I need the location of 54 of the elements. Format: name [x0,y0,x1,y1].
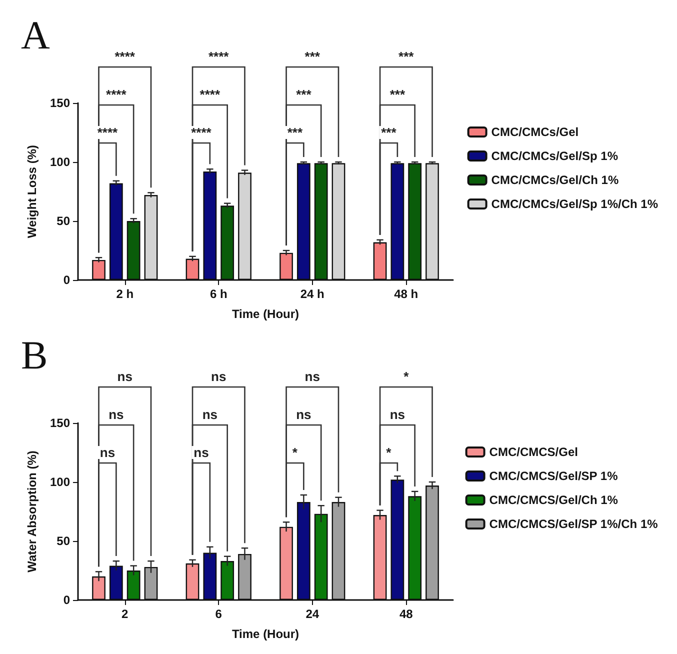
y-tick-label: 50 [56,534,70,548]
legend-label: CMC/CMCs/Gel [491,125,579,139]
chart-title: B [21,332,48,378]
text: *** [398,49,415,64]
x-tick-label: 2 [122,607,129,621]
x-tick-label: 24 [306,607,320,621]
legend-label: CMC/CMCS/Gel [489,445,578,459]
text: * [404,369,410,384]
x-axis-title: Time (Hour) [232,307,300,321]
legend-label: CMC/CMCS/Gel/Ch 1% [489,493,618,507]
text: **** [200,87,221,102]
annotation: * [386,445,392,460]
y-tick-label: 0 [63,273,70,287]
annotation: ns [194,445,209,460]
y-axis-title: Weight Loss (%) [25,144,39,238]
annotation: **** [97,125,119,140]
annotation: *** [381,125,398,140]
text: ns [304,369,320,384]
text: *** [390,87,406,102]
legend-label: CMC/CMCs/Gel/Ch 1% [491,173,619,187]
text: *** [304,49,321,64]
annotation: *** [287,125,304,140]
y-tick-label: 50 [56,214,70,228]
text: ns [108,407,124,422]
x-tick-label: 6 [215,607,222,621]
x-tick-label: 24 h [300,287,324,301]
text: **** [208,49,230,64]
x-tick-label: 2 h [116,287,134,301]
y-tick-label: 0 [63,593,70,607]
y-tick-label: 100 [50,475,70,489]
x-axis-title: Time (Hour) [232,627,300,641]
text: ns [296,407,312,422]
text: ns [117,369,132,384]
annotation: * [292,445,298,460]
x-tick-label: 6 h [210,287,228,301]
chart-title: A [21,12,50,58]
annotation: ns [100,445,116,460]
text: **** [106,87,128,102]
legend-label: CMC/CMCs/Gel/Sp 1% [491,149,618,163]
y-tick-label: 150 [50,416,70,430]
text: ns [202,407,218,422]
x-tick-label: 48 h [394,287,418,301]
y-tick-label: 100 [50,155,70,169]
text: ns [390,407,406,422]
legend-label: CMC/CMCs/Gel/Sp 1%/Ch 1% [491,197,658,211]
legend-label: CMC/CMCS/Gel/SP 1% [489,469,618,483]
y-axis-title: Water Absorption (%) [25,450,39,572]
y-tick-label: 150 [50,96,70,110]
annotation: **** [191,125,212,140]
text: ns [211,369,226,384]
text: *** [296,87,312,102]
legend-label: CMC/CMCS/Gel/SP 1%/Ch 1% [489,517,658,531]
x-tick-label: 48 [399,607,414,621]
text: **** [114,49,136,64]
